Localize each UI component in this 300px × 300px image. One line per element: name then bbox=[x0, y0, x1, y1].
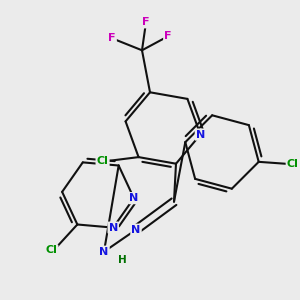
Text: N: N bbox=[131, 225, 141, 235]
Text: N: N bbox=[129, 193, 139, 203]
Text: F: F bbox=[164, 31, 172, 41]
Text: Cl: Cl bbox=[97, 156, 109, 166]
Text: N: N bbox=[196, 130, 205, 140]
Text: H: H bbox=[118, 255, 126, 265]
Text: Cl: Cl bbox=[45, 245, 57, 256]
Text: N: N bbox=[109, 223, 118, 232]
Text: F: F bbox=[108, 33, 116, 43]
Text: Cl: Cl bbox=[287, 159, 298, 169]
Text: N: N bbox=[99, 247, 109, 257]
Text: F: F bbox=[142, 17, 150, 27]
